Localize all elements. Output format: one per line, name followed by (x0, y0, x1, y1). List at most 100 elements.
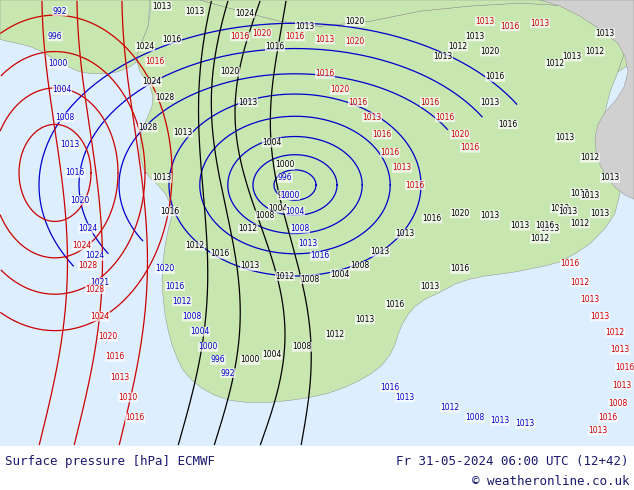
Text: 1008: 1008 (351, 262, 370, 270)
Text: 1013: 1013 (611, 345, 630, 354)
Text: 1028: 1028 (155, 93, 174, 101)
Text: Fr 31-05-2024 06:00 UTC (12+42): Fr 31-05-2024 06:00 UTC (12+42) (396, 455, 629, 468)
Text: 1020: 1020 (450, 130, 470, 139)
Text: 1016: 1016 (311, 251, 330, 260)
Text: 1024: 1024 (79, 224, 98, 233)
Text: 1004: 1004 (268, 204, 288, 213)
Text: 1024: 1024 (91, 312, 110, 321)
Text: 1020: 1020 (346, 37, 365, 46)
Text: 1012: 1012 (325, 330, 344, 339)
Polygon shape (540, 0, 634, 199)
Text: 1004: 1004 (330, 270, 350, 278)
Text: 1008: 1008 (292, 343, 312, 351)
Text: 1016: 1016 (380, 148, 399, 157)
Text: 1013: 1013 (555, 133, 574, 142)
Text: 1008: 1008 (183, 312, 202, 321)
Text: 1028: 1028 (86, 285, 105, 294)
Text: 1013: 1013 (580, 295, 600, 304)
Text: 1013: 1013 (295, 22, 314, 31)
Text: 1008: 1008 (290, 224, 309, 233)
Text: 1004: 1004 (285, 207, 305, 216)
Text: 1012: 1012 (172, 297, 191, 306)
Text: 1004: 1004 (262, 138, 281, 147)
Text: 1013: 1013 (510, 221, 529, 230)
Text: 1013: 1013 (590, 209, 610, 218)
Text: 1016: 1016 (105, 352, 125, 362)
Text: 1020: 1020 (450, 209, 470, 218)
Text: 1012: 1012 (571, 219, 590, 228)
Text: 1016: 1016 (535, 221, 555, 230)
Text: 1000: 1000 (280, 191, 300, 199)
Text: 1013: 1013 (559, 207, 578, 216)
Text: 1016: 1016 (210, 249, 230, 258)
Text: 1013: 1013 (600, 173, 619, 182)
Text: 1013: 1013 (612, 381, 631, 390)
Text: 1013: 1013 (240, 262, 260, 270)
Text: 1012: 1012 (545, 59, 564, 68)
Text: 1016: 1016 (315, 69, 335, 78)
Text: 1020: 1020 (481, 47, 500, 56)
Text: 1008: 1008 (609, 399, 628, 408)
Text: 1013: 1013 (392, 163, 411, 172)
Text: 1000: 1000 (240, 355, 260, 365)
Text: 1013: 1013 (490, 416, 510, 425)
Text: 1016: 1016 (65, 169, 84, 177)
Text: 1013: 1013 (299, 239, 318, 248)
Polygon shape (200, 0, 634, 72)
Text: 1016: 1016 (498, 120, 517, 129)
Text: 1016: 1016 (126, 413, 145, 422)
Text: 1008: 1008 (301, 274, 320, 284)
Text: 1013: 1013 (396, 393, 415, 402)
Text: 1004: 1004 (262, 350, 281, 359)
Text: 1016: 1016 (230, 32, 250, 41)
Text: 1020: 1020 (155, 265, 174, 273)
Text: 1020: 1020 (98, 332, 118, 341)
Text: 1013: 1013 (595, 29, 614, 38)
Text: 1013: 1013 (173, 128, 193, 137)
Text: 1013: 1013 (152, 173, 172, 182)
Text: 1012: 1012 (275, 271, 295, 281)
Text: 1013: 1013 (481, 98, 500, 107)
Text: 1028: 1028 (79, 262, 98, 270)
Text: 1013: 1013 (363, 113, 382, 122)
Text: 1020: 1020 (221, 67, 240, 76)
Text: 1012: 1012 (238, 224, 257, 233)
Text: 992: 992 (53, 7, 67, 16)
Text: 1016: 1016 (616, 363, 634, 371)
Text: 1024: 1024 (72, 241, 92, 250)
Text: 1013: 1013 (465, 32, 484, 41)
Text: 1016: 1016 (422, 214, 442, 223)
Text: 1024: 1024 (86, 251, 105, 260)
Text: 1016: 1016 (450, 265, 470, 273)
Text: 1008: 1008 (256, 211, 275, 220)
Text: 1020: 1020 (346, 17, 365, 26)
Text: 996: 996 (278, 173, 292, 182)
Text: 1013: 1013 (185, 7, 205, 16)
Text: 1013: 1013 (152, 1, 172, 11)
Text: 1012: 1012 (441, 403, 460, 412)
Text: 1008: 1008 (465, 413, 484, 422)
Text: 1012: 1012 (185, 241, 205, 250)
Text: 1016: 1016 (486, 73, 505, 81)
Polygon shape (0, 0, 150, 74)
Text: 1024: 1024 (136, 42, 155, 51)
Text: 1013: 1013 (580, 191, 600, 199)
Text: 1024: 1024 (143, 77, 162, 86)
Text: 1012: 1012 (571, 278, 590, 287)
Text: 1012: 1012 (448, 42, 467, 51)
Text: 1013: 1013 (590, 312, 610, 321)
Text: 1013: 1013 (238, 98, 257, 107)
Text: 1020: 1020 (70, 196, 89, 205)
Text: 1016: 1016 (560, 259, 579, 269)
Text: 1013: 1013 (396, 229, 415, 238)
Text: 992: 992 (221, 368, 235, 378)
Text: 1013: 1013 (476, 17, 495, 26)
Text: 1013: 1013 (515, 419, 534, 428)
Text: 1013: 1013 (420, 282, 439, 291)
Text: 1016: 1016 (165, 282, 184, 291)
Text: 1013: 1013 (60, 140, 80, 149)
Text: Surface pressure [hPa] ECMWF: Surface pressure [hPa] ECMWF (5, 455, 215, 468)
Text: 1013: 1013 (481, 211, 500, 220)
Text: 1016: 1016 (372, 130, 392, 139)
Text: 1016: 1016 (460, 143, 480, 152)
